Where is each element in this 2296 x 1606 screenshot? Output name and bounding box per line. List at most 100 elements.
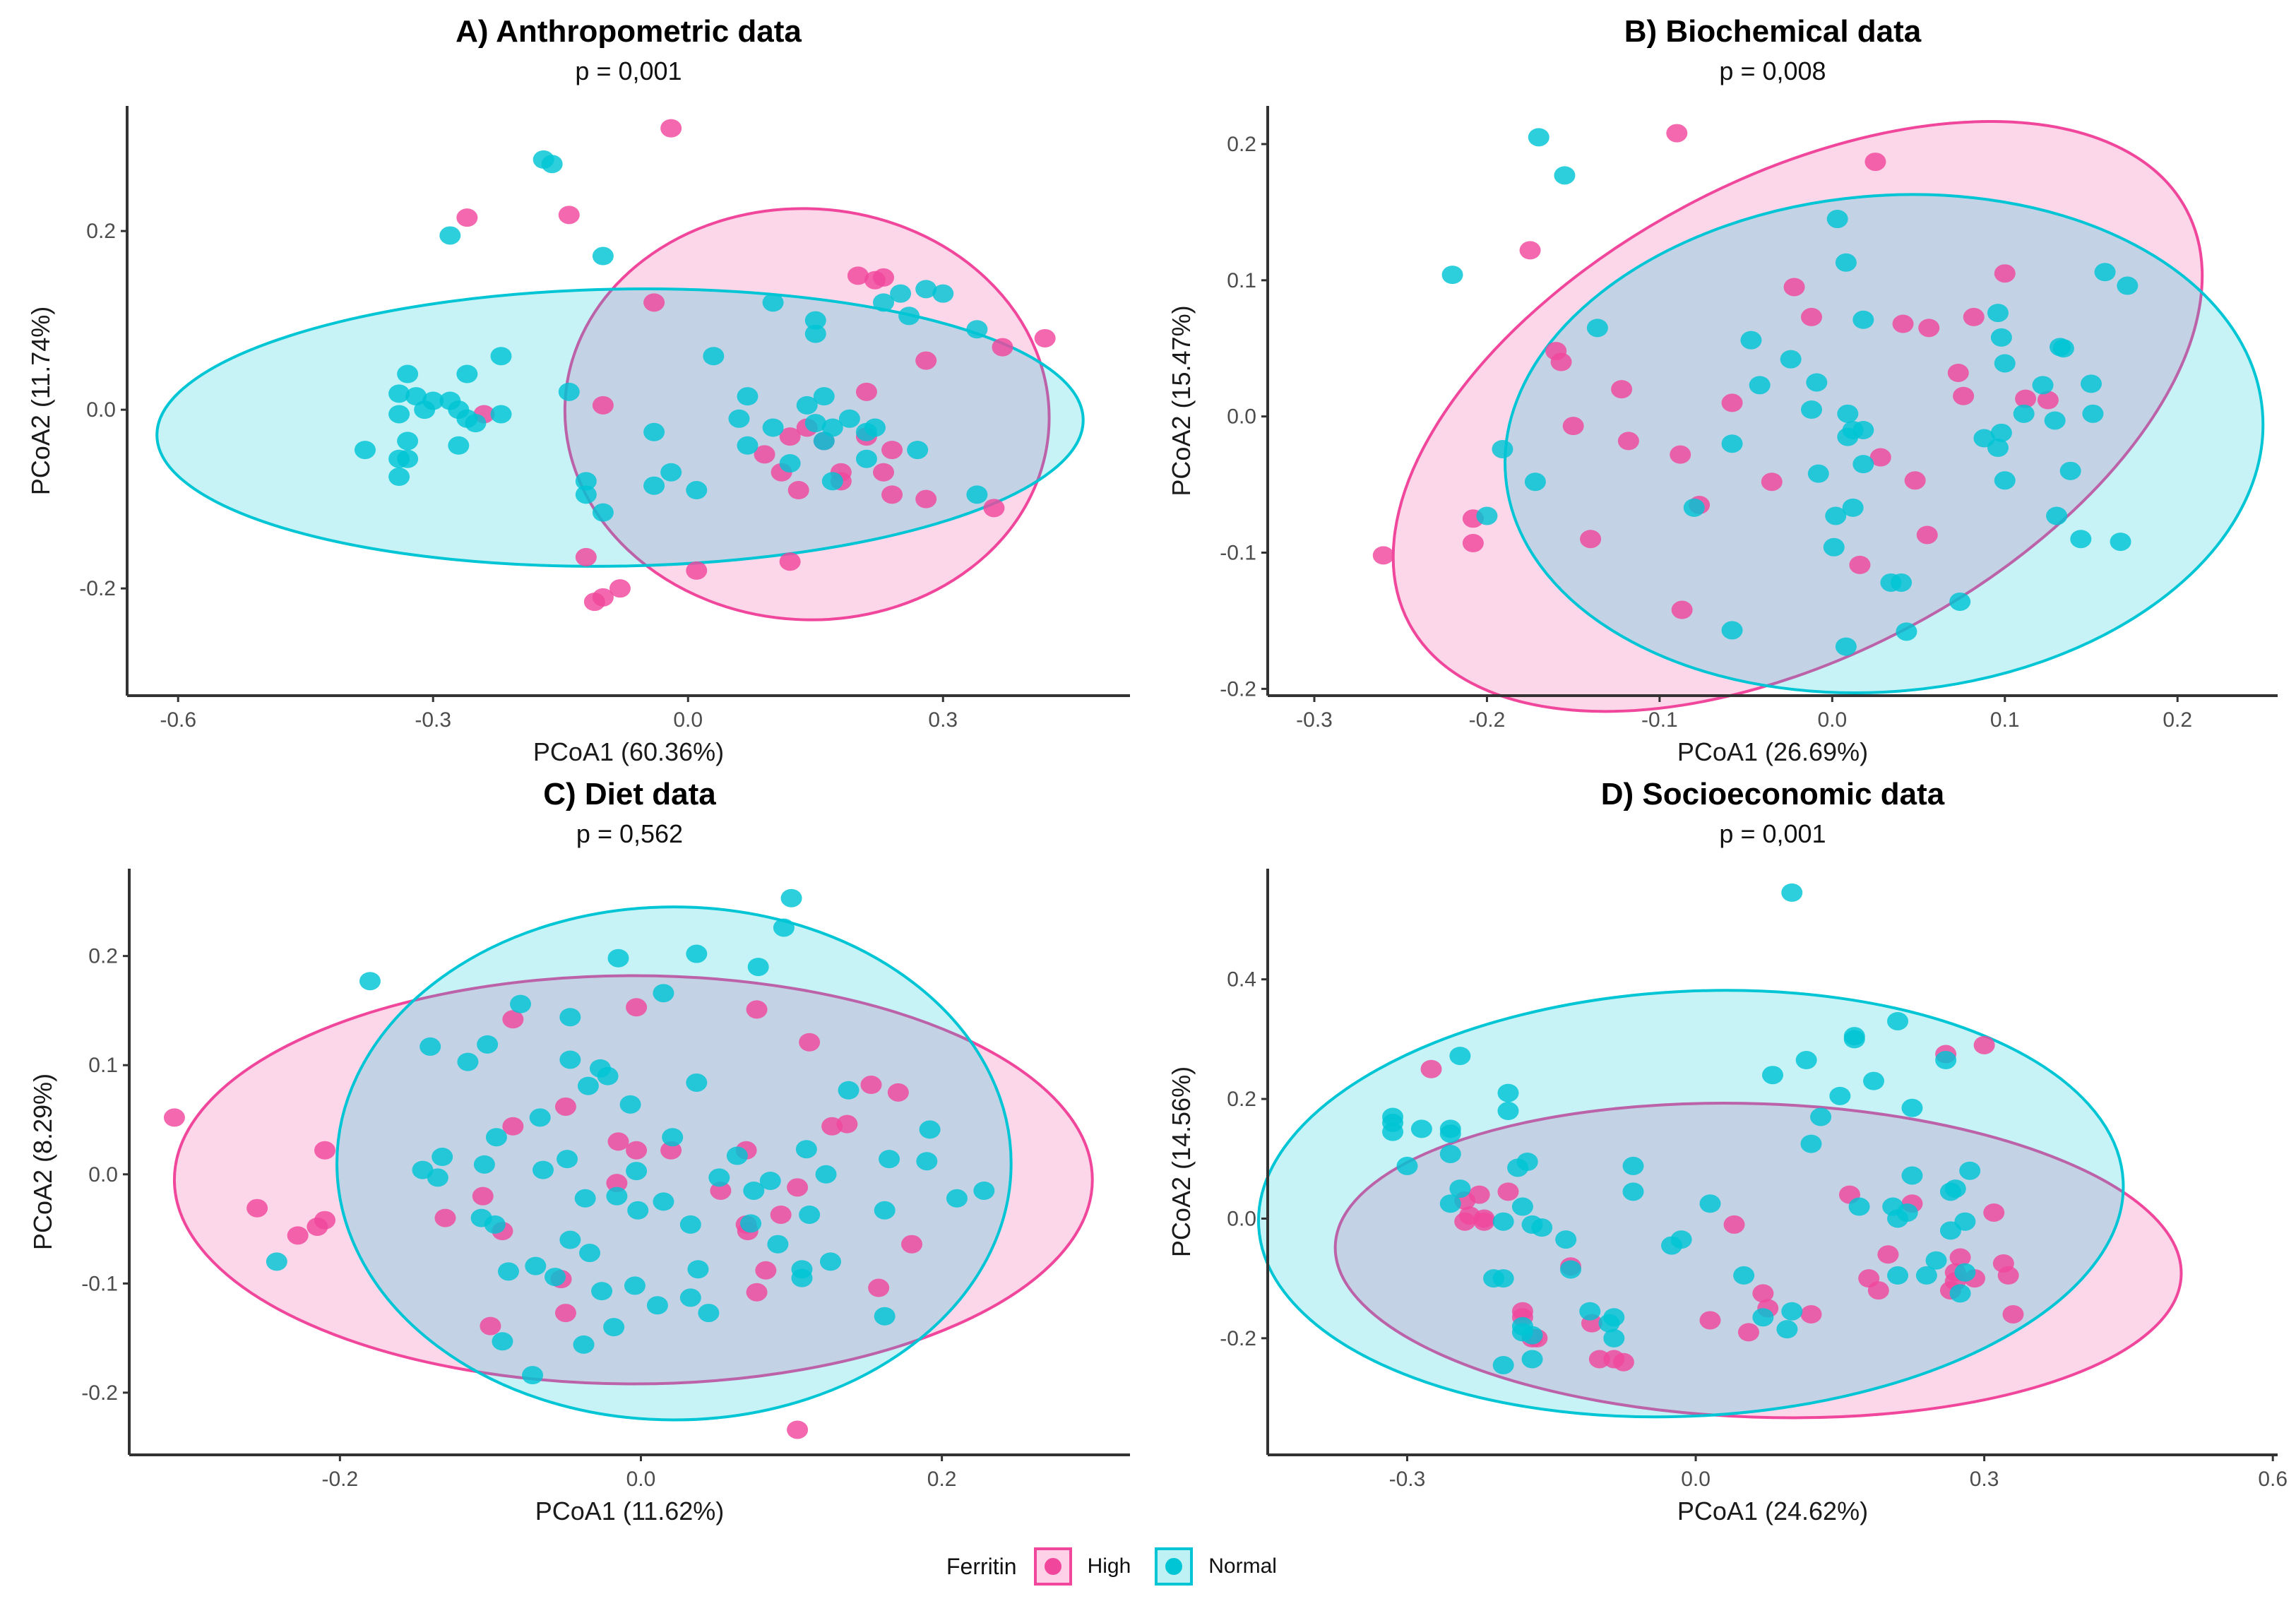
data-point-normal [919,1120,941,1139]
data-point-normal [1483,1269,1505,1288]
data-point-normal [1521,1326,1543,1345]
y-tick-label: 0.2 [1227,133,1256,156]
data-point-normal [490,405,512,424]
panel-biochemical: B) Biochemical data p = 0,008 -0.3 -0.2 -0.1… [0,0,2296,777]
data-point-normal [1843,1030,1865,1049]
x-tick-label: 0.0 [626,1468,656,1491]
data-point-normal [1555,1230,1577,1249]
data-point-normal [759,1172,781,1191]
data-point-normal [1622,1156,1644,1175]
data-point-normal [1781,883,1803,902]
data-point-normal [1901,1098,1923,1117]
data-point-normal [1990,423,2012,442]
data-point-normal [575,472,597,491]
data-point-normal [855,449,877,468]
panel-title: A) Anthropometric data [456,14,802,49]
x-tick-label: -0.1 [1641,708,1678,732]
data-point-high [836,1114,858,1134]
data-point-normal [490,347,512,366]
data-point-high [1699,1311,1721,1330]
data-point-high [1800,1304,1822,1324]
data-point-high [755,1261,777,1280]
data-point-normal [780,888,802,908]
x-tick-label: 0.2 [2163,708,2192,732]
legend: Ferritin High Normal [946,1545,1301,1588]
data-point-normal [1598,1314,1620,1333]
data-point-normal [804,324,826,343]
data-point-normal [743,1181,765,1200]
data-point-high [554,1097,576,1116]
data-point-normal [874,1307,896,1326]
y-tick-label: -0.1 [81,1272,118,1295]
data-point-normal [728,409,750,428]
data-point-high [779,427,801,446]
data-point-normal [559,1050,581,1069]
data-point-normal [1382,1122,1404,1141]
data-point-high [754,445,775,464]
data-point-normal [624,1276,646,1295]
y-tick-label: -0.2 [81,1381,118,1405]
data-point-normal [821,418,843,437]
data-point-high [1462,534,1484,553]
data-point-high [915,351,937,370]
data-point-high [609,579,631,598]
data-point-normal [1944,1179,1966,1198]
data-point-normal [1795,1051,1817,1070]
data-point-normal [795,1140,817,1159]
y-tick-label: -0.2 [1220,1327,1256,1350]
data-point-normal [1801,400,1822,420]
x-tick-label: 0.6 [2258,1468,2288,1491]
data-point-normal [708,1168,730,1187]
data-point-normal [1699,1194,1721,1213]
data-point-high [746,1283,768,1302]
data-point-high [2037,391,2059,410]
data-point-high [1947,363,1969,382]
data-point-normal [1762,1066,1783,1085]
data-point-normal [484,1215,506,1234]
data-point-normal [791,1268,813,1287]
y-tick-label: 0.0 [86,398,116,422]
data-point-normal [510,994,532,1013]
data-point-normal [457,1052,479,1071]
data-point-high [1997,1266,2019,1285]
data-point-normal [1528,128,1549,147]
data-point-normal [1781,1302,1803,1321]
data-point-high [1973,1035,1995,1054]
data-point-high [992,338,1013,357]
data-point-normal [1449,1179,1471,1198]
data-point-normal [762,293,784,312]
data-point-normal [737,436,759,455]
series-normal [354,150,988,522]
data-point-high [1864,153,1886,172]
data-point-high [799,1033,821,1052]
x-tick-label: 0.2 [927,1468,957,1491]
data-point-normal [397,364,419,383]
data-point-normal [653,1192,674,1211]
data-point-high [1918,319,1940,338]
data-point-normal [397,449,419,468]
data-point-normal [799,1205,821,1224]
data-point-normal [1852,455,1874,474]
x-tick-label: -0.3 [1296,708,1333,732]
data-point-normal [966,320,988,339]
data-point-high [1869,448,1891,467]
data-point-normal [577,1076,599,1095]
data-point-normal [915,280,937,299]
data-point-normal [762,418,784,437]
data-point-high [592,588,614,607]
data-point-normal [1531,1218,1553,1237]
data-point-normal [1896,622,1917,641]
data-point-high [1519,241,1541,260]
x-tick-label: 0.0 [1817,708,1847,732]
data-point-high [2015,389,2037,408]
data-point-normal [388,468,410,487]
data-point-normal [1800,1134,1822,1153]
data-point-normal [1622,1182,1644,1201]
data-point-normal [420,1037,441,1056]
data-point-normal [1825,506,1847,525]
data-point-high [1612,1352,1634,1372]
data-point-normal [1810,1107,1832,1126]
data-point-high [1877,1245,1899,1264]
data-point-normal [1410,1119,1432,1138]
data-point-normal [1776,1320,1798,1339]
